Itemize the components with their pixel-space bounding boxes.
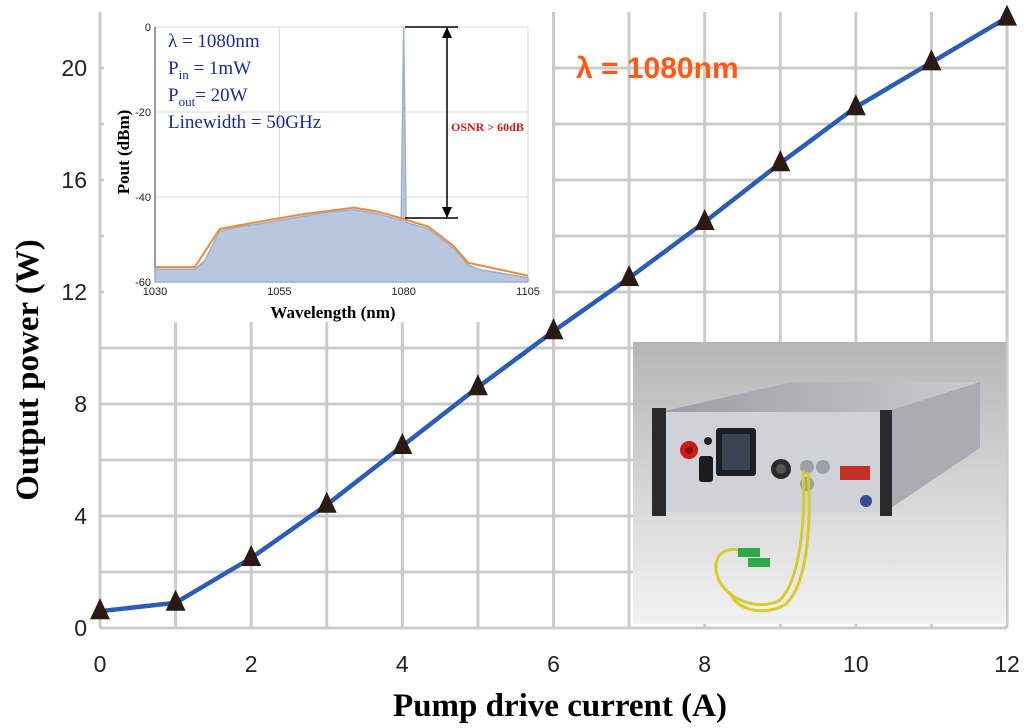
data-point-marker — [316, 491, 337, 513]
data-point-marker — [770, 150, 791, 172]
y-tick-label: 16 — [61, 167, 87, 193]
inset-y-tick-label: 0 — [145, 22, 151, 34]
inset-x-axis-title: Wavelength (nm) — [270, 303, 395, 322]
inset-spectrum-blue — [154, 26, 529, 283]
data-point-marker — [543, 318, 564, 340]
y-tick-label: 4 — [74, 503, 87, 529]
y-axis-title: Output power (W) — [10, 239, 46, 501]
spectrum-inset: 0 -20 -40 -60 1030 1055 1080 1105 Wavelength (… — [104, 10, 552, 322]
inset-parameter-line: λ = 1080nm — [168, 31, 260, 52]
inset-y-tick-label: -20 — [135, 107, 151, 119]
data-point-marker — [165, 589, 186, 611]
data-point-marker — [619, 265, 640, 286]
x-tick-label: 12 — [994, 651, 1020, 677]
wavelength-annotation: λ = 1080nm — [576, 52, 739, 85]
data-point-marker — [467, 374, 488, 396]
x-axis-title: Pump drive current (A) — [393, 688, 727, 724]
inset-parameter-sub: in — [179, 67, 190, 82]
inset-x-tick-label: 1080 — [391, 286, 415, 298]
inset-x-tick-label: 1055 — [267, 286, 291, 298]
x-tick-label: 10 — [843, 651, 869, 677]
inset-parameter-sub: out — [179, 94, 196, 109]
inset-parameter-main: P — [168, 85, 179, 106]
inset-parameter-main: Linewidth = 50GHz — [168, 112, 321, 133]
x-tick-label: 0 — [94, 651, 107, 677]
inset-y-tick-label: -40 — [135, 192, 151, 204]
main-x-tick-labels: 0 2 4 6 8 10 12 — [94, 651, 1020, 677]
inset-parameter-line: Linewidth = 50GHz — [168, 112, 321, 133]
inset-x-tick-label: 1105 — [516, 286, 540, 298]
main-y-tick-labels: 0 4 8 12 16 20 — [61, 55, 87, 641]
y-tick-label: 12 — [61, 279, 87, 305]
data-point-marker — [241, 545, 262, 566]
data-point-marker — [392, 433, 413, 454]
inset-parameter-tail: = 20W — [195, 85, 247, 106]
inset-y-tick-labels: 0 -20 -40 -60 — [135, 22, 151, 289]
osnr-arrow — [405, 26, 458, 219]
x-tick-label: 8 — [698, 651, 711, 677]
inset-parameter-tail: = 1mW — [189, 58, 251, 79]
inset-x-tick-label: 1030 — [143, 286, 167, 298]
data-point-marker — [921, 49, 942, 71]
y-tick-label: 0 — [74, 615, 87, 641]
inset-y-tick-label: -60 — [135, 277, 151, 289]
data-point-marker — [694, 209, 715, 230]
data-point-marker — [997, 4, 1017, 26]
inset-parameter-line: Pin = 1mW — [168, 58, 251, 82]
x-tick-label: 4 — [396, 651, 409, 677]
inset-spectrum-orange — [155, 206, 529, 277]
inset-parameter-main: λ = 1080nm — [168, 31, 260, 52]
y-tick-label: 20 — [61, 55, 87, 81]
osnr-label: OSNR > 60dB — [451, 120, 524, 134]
data-point-marker — [90, 598, 110, 620]
data-point-marker — [845, 94, 866, 116]
y-tick-label: 8 — [74, 391, 87, 417]
inset-parameter-line: Pout= 20W — [168, 85, 248, 109]
inset-y-axis-title: Pout (dBm) — [114, 110, 133, 195]
main-series-markers — [90, 4, 1017, 620]
amplifier-product-photo — [633, 342, 1006, 624]
x-tick-label: 6 — [547, 651, 560, 677]
inset-x-tick-labels: 1030 1055 1080 1105 — [143, 286, 540, 298]
inset-parameter-main: P — [168, 58, 179, 79]
x-tick-label: 2 — [245, 651, 258, 677]
